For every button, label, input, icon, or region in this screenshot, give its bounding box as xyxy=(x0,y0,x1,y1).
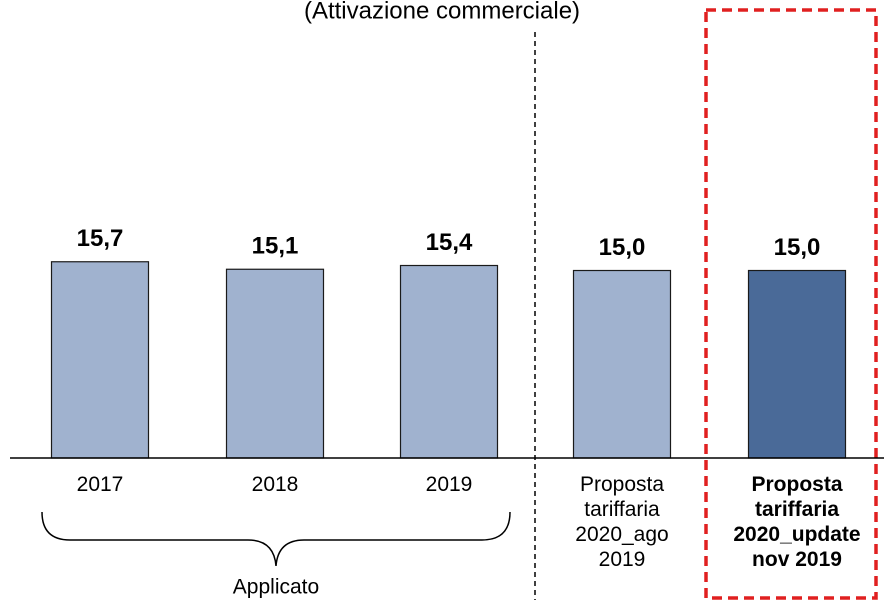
value-label: 15,1 xyxy=(252,233,299,260)
x-tick-label: 2018 xyxy=(251,473,299,496)
bar xyxy=(225,268,325,459)
group-bracket xyxy=(41,511,511,567)
x-tick-label: Proposta tariffaria 2020_ago 2019 xyxy=(575,473,669,571)
bar xyxy=(572,269,672,459)
highlight-box xyxy=(704,8,878,600)
x-tick-label: Proposta tariffaria 2020_update nov 2019 xyxy=(733,473,861,571)
value-label: 15,0 xyxy=(774,234,821,261)
x-tick-label: 2019 xyxy=(425,473,473,496)
value-label: 15,7 xyxy=(77,225,124,252)
bar xyxy=(399,264,499,459)
bar xyxy=(50,261,150,459)
x-tick-label: 2017 xyxy=(76,473,124,496)
value-label: 15,0 xyxy=(599,234,646,261)
chart-subtitle: (Attivazione commerciale) xyxy=(304,0,580,24)
bar xyxy=(747,269,847,459)
group-label: Applicato xyxy=(233,576,319,599)
value-label: 15,4 xyxy=(426,229,473,256)
